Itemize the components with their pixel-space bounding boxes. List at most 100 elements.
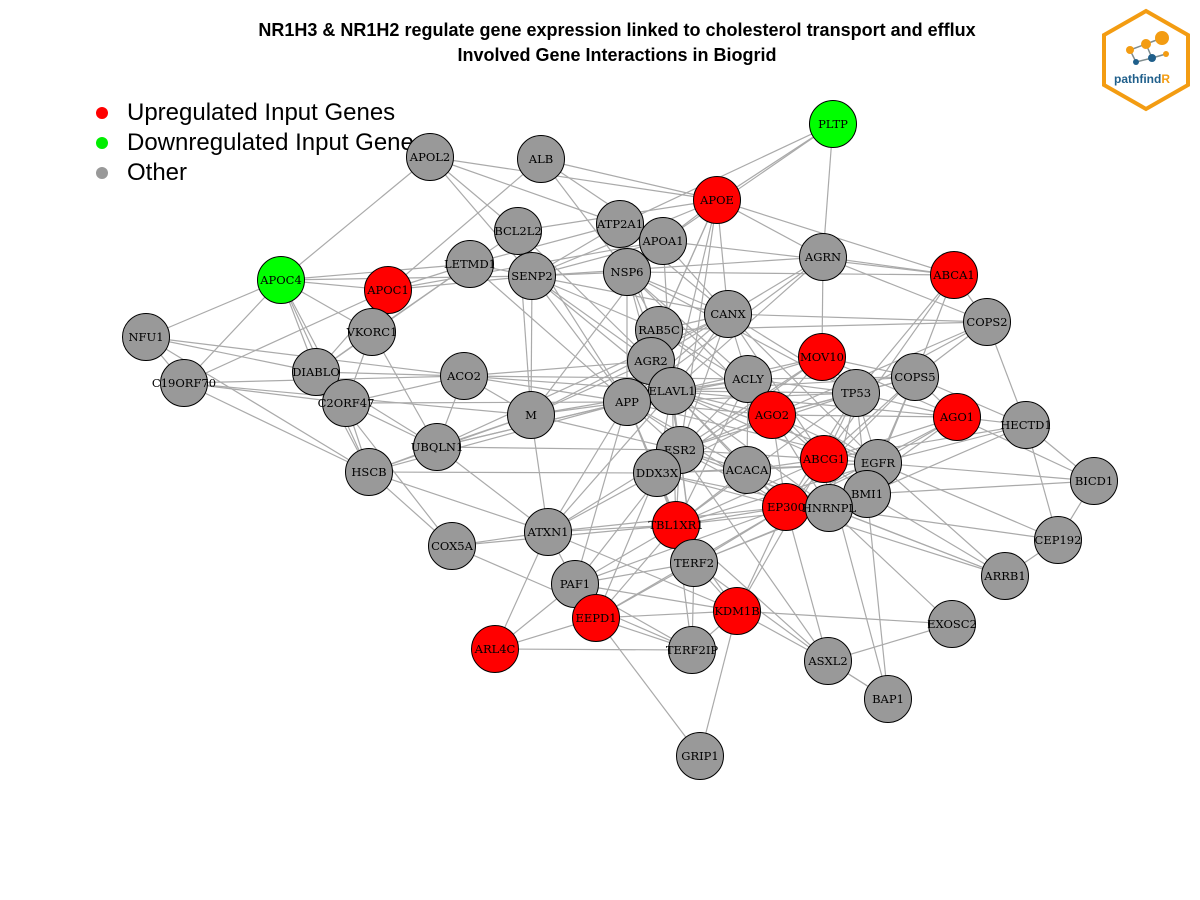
node-cox5a: COX5A	[428, 522, 476, 570]
node-label-eepd1: EEPD1	[575, 611, 616, 625]
edge-bcl2l2-agr2	[517, 230, 652, 362]
node-circle-vkorc1	[348, 308, 396, 356]
legend-item-up: Upregulated Input Genes	[96, 98, 426, 128]
edge-pltp-atp2a1	[619, 123, 834, 225]
node-c2orf47: C2ORF47	[318, 379, 374, 427]
node-circle-abca1	[930, 251, 978, 299]
node-abca1: ABCA1	[930, 251, 978, 299]
node-label-cox5a: COX5A	[431, 539, 474, 553]
node-circle-bap1	[864, 675, 912, 723]
node-atp2a1: ATP2A1	[596, 200, 644, 248]
legend-item-down: Downregulated Input Genes	[96, 128, 426, 158]
logo-text-accent: R	[1161, 72, 1170, 86]
chart-title: NR1H3 & NR1H2 regulate gene expression l…	[258, 20, 976, 40]
node-circle-arl4c	[471, 625, 519, 673]
edge-bmi1-bap1	[866, 493, 889, 700]
node-label-agrn: AGRN	[804, 250, 841, 264]
node-circle-exosc2	[928, 600, 976, 648]
node-senp2: SENP2	[508, 252, 556, 300]
node-eepd1: EEPD1	[572, 594, 620, 642]
node-label-ago1: AGO1	[939, 410, 974, 424]
edge-ago2-ago1	[771, 414, 958, 418]
node-cep192: CEP192	[1034, 516, 1082, 564]
node-app: APP	[603, 378, 651, 426]
node-label-mov10: MOV10	[800, 350, 844, 364]
edge-hectd1-abcg1	[823, 424, 1027, 460]
legend-marker-down	[96, 137, 108, 149]
node-label-asxl2: ASXL2	[807, 654, 847, 668]
node-acly: ACLY	[724, 355, 772, 403]
node-abcg1: ABCG1	[800, 435, 848, 483]
edge-c2orf47-app	[345, 401, 628, 404]
node-label-rab5c: RAB5C	[638, 323, 680, 337]
node-diablo: DIABLO	[292, 348, 340, 396]
edge-cops2-ago2	[771, 321, 988, 416]
pathfindr-logo-icon: pathfindR	[1102, 8, 1190, 112]
edge-senp2-app	[531, 275, 628, 403]
node-nfu1: NFU1	[122, 313, 170, 361]
node-label-diablo: DIABLO	[292, 365, 340, 379]
node-label-cep192: CEP192	[1035, 533, 1082, 547]
legend-label-down: Downregulated Input Genes	[127, 129, 426, 156]
edge-abca1-tp53	[855, 274, 955, 394]
node-circle-c2orf47	[322, 379, 370, 427]
node-circle-hscb	[345, 448, 393, 496]
legend-marker-up	[96, 107, 108, 119]
node-label-apol2: APOL2	[409, 150, 450, 164]
edge-eepd1-grip1	[595, 617, 701, 757]
edge-m-esr2	[530, 414, 681, 451]
node-elavl1: ELAVL1	[648, 367, 696, 415]
edge-agrn-senp2	[531, 256, 824, 277]
legend: Upregulated Input Genes Downregulated In…	[96, 98, 426, 188]
edge-ddx3x-eepd1	[595, 472, 658, 619]
node-label-arl4c: ARL4C	[474, 642, 516, 656]
node-circle-alb	[517, 135, 565, 183]
node-circle-grip1	[676, 732, 724, 780]
node-label-terf2: TERF2	[674, 556, 714, 570]
svg-text:pathfindR: pathfindR	[1114, 72, 1170, 86]
node-circle-arrb1	[981, 552, 1029, 600]
edge-kdm1b-exosc2	[736, 610, 953, 625]
node-nsp6: NSP6	[603, 248, 651, 296]
node-circle-asxl2	[804, 637, 852, 685]
node-circle-kdm1b	[713, 587, 761, 635]
node-circle-hectd1	[1002, 401, 1050, 449]
node-label-letmd1: LETMD1	[444, 257, 496, 271]
node-bmi1: BMI1	[843, 470, 891, 518]
node-circle-c19orf70	[160, 359, 208, 407]
node-circle-atxn1	[524, 508, 572, 556]
node-c19orf70: C19ORF70	[152, 359, 216, 407]
node-circle-atp2a1	[596, 200, 644, 248]
node-layer: PLTP APOL2 ALB APOE ATP2A1 BCL2L2 APOA1 AGRN ABC…	[122, 100, 1118, 780]
node-tbl1xr1: TBL1XR1	[648, 501, 704, 549]
node-label-hscb: HSCB	[351, 465, 386, 479]
node-ddx3x: DDX3X	[633, 449, 681, 497]
node-asxl2: ASXL2	[804, 637, 852, 685]
edge-app-atxn1	[547, 401, 628, 533]
node-circle-ago2	[748, 391, 796, 439]
node-label-bap1: BAP1	[872, 692, 904, 706]
node-pltp: PLTP	[809, 100, 857, 148]
node-label-ep300: EP300	[767, 500, 805, 514]
node-aco2: ACO2	[440, 352, 488, 400]
node-label-hnrnpl: HNRNPL	[802, 501, 857, 515]
node-circle-apoe	[693, 176, 741, 224]
edge-abca1-nsp6	[626, 271, 955, 276]
node-circle-mov10	[798, 333, 846, 381]
node-circle-diablo	[292, 348, 340, 396]
node-label-alb: ALB	[528, 152, 553, 166]
node-label-apoc4: APOC4	[259, 273, 302, 287]
edge-app-hscb	[368, 401, 628, 473]
node-label-arrb1: ARRB1	[983, 569, 1025, 583]
node-label-cops5: COPS5	[894, 370, 935, 384]
edge-canx-esr2	[679, 313, 729, 451]
edge-arl4c-terf2ip	[494, 648, 693, 651]
edge-c19orf70-c2orf47	[183, 382, 347, 404]
edge-canx-egfr	[727, 313, 879, 464]
edge-pltp-apoa1	[662, 123, 834, 242]
node-label-aco2: ACO2	[446, 369, 481, 383]
node-label-abcg1: ABCG1	[802, 452, 845, 466]
node-alb: ALB	[517, 135, 565, 183]
node-bcl2l2: BCL2L2	[494, 207, 542, 255]
